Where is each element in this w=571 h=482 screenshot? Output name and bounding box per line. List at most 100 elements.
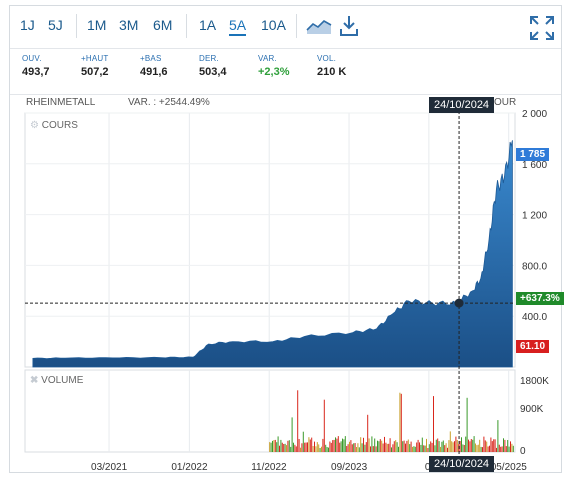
volume-panel-label: ✖ VOLUME xyxy=(30,375,83,386)
volume-bar xyxy=(427,448,429,452)
price-area-series xyxy=(32,140,513,368)
volume-bar xyxy=(406,440,408,452)
volume-bar xyxy=(280,439,282,452)
volume-bar xyxy=(486,441,488,452)
volume-bar xyxy=(452,442,454,452)
volume-bar xyxy=(322,438,324,452)
cours-panel-label: ⚙ COURS xyxy=(30,120,78,131)
fullscreen-icon[interactable] xyxy=(530,16,554,40)
volume-bar xyxy=(459,441,461,452)
stat-value: 493,7 xyxy=(22,66,50,78)
crosshair-point xyxy=(454,298,464,308)
low-price-tag: 61.10 xyxy=(516,340,550,353)
volume-bar xyxy=(307,442,308,452)
stat-value: +2,3% xyxy=(258,66,290,78)
volume-bar xyxy=(424,445,426,452)
period-1m-button[interactable]: 1M xyxy=(87,17,107,33)
volume-bar xyxy=(326,447,328,452)
volume-bar xyxy=(496,447,497,452)
volume-bar xyxy=(364,444,366,452)
volume-bar xyxy=(351,444,353,452)
volume-bar xyxy=(361,443,363,452)
volume-bar xyxy=(350,440,352,452)
volume-bar xyxy=(316,442,318,452)
chart-widget: 1J 5J 1M 3M 6M 1A 5A 10A OUV. 493,7 +HAU… xyxy=(9,5,564,474)
volume-tick-label: 1800K xyxy=(520,376,549,387)
volume-bar xyxy=(410,441,412,452)
volume-bar xyxy=(375,446,377,452)
period-10a-button[interactable]: 10A xyxy=(261,17,286,33)
volume-bar xyxy=(455,436,457,452)
volume-bar xyxy=(463,445,465,452)
volume-bar xyxy=(508,446,510,452)
price-tick-label: 800.0 xyxy=(522,261,547,272)
volume-bar xyxy=(472,439,474,452)
volume-bar xyxy=(469,441,471,452)
period-6m-button[interactable]: 6M xyxy=(153,17,173,33)
volume-bar xyxy=(301,443,303,452)
volume-bar xyxy=(510,441,511,453)
volume-bar xyxy=(305,442,307,452)
chart-area[interactable]: RHEINMETALL VAR. : +2544.49% OUR 2 000 1 … xyxy=(10,94,564,474)
stat-var: VAR. +2,3% xyxy=(258,54,290,78)
volume-bar xyxy=(315,446,317,452)
volume-bar xyxy=(344,436,346,452)
volume-bar xyxy=(293,442,294,452)
period-5j-button[interactable]: 5J xyxy=(48,17,63,33)
volume-bar xyxy=(494,439,496,452)
volume-bar xyxy=(358,447,360,452)
volume-bar xyxy=(374,438,376,452)
volume-bar xyxy=(477,444,479,452)
volume-bar xyxy=(346,446,348,452)
volume-bar xyxy=(297,390,299,452)
volume-bar xyxy=(398,446,399,452)
volume-bar xyxy=(385,442,387,452)
stat-last: DER. 503,4 xyxy=(199,54,227,78)
bottom-crosshair-date-tag: 24/10/2024 xyxy=(429,456,495,472)
volume-bar xyxy=(440,446,441,452)
close-icon[interactable]: ✖ xyxy=(30,375,39,386)
volume-bar xyxy=(461,437,462,452)
volume-bar xyxy=(482,447,483,452)
price-tick-label: 1 600 xyxy=(522,160,547,171)
x-tick-label: 09/2023 xyxy=(331,462,368,473)
price-tick-label: 1 200 xyxy=(522,211,547,222)
volume-bar xyxy=(300,447,301,452)
volume-bar xyxy=(367,414,369,452)
volume-bar xyxy=(287,440,289,452)
volume-bar xyxy=(274,439,276,452)
volume-bar xyxy=(475,443,476,452)
volume-bar xyxy=(277,436,279,452)
stat-high: +HAUT 507,2 xyxy=(81,54,109,78)
volume-bar xyxy=(308,437,310,452)
cours-label: COURS xyxy=(41,120,78,131)
instrument-name: RHEINMETALL xyxy=(26,97,96,108)
period-3m-button[interactable]: 3M xyxy=(119,17,139,33)
volume-bar xyxy=(378,441,380,452)
volume-bar xyxy=(276,442,278,452)
volume-bar xyxy=(421,437,423,452)
period-1j-button[interactable]: 1J xyxy=(20,17,35,33)
volume-bar xyxy=(311,437,313,452)
volume-bar xyxy=(434,445,436,452)
period-5a-button[interactable]: 5A xyxy=(229,17,247,36)
period-1a-button[interactable]: 1A xyxy=(199,17,217,33)
stat-value: 507,2 xyxy=(81,66,109,78)
volume-bar xyxy=(479,439,481,452)
volume-bar xyxy=(405,443,406,452)
price-tick-label: 2 000 xyxy=(522,109,547,120)
volume-bar xyxy=(302,431,304,452)
download-icon[interactable] xyxy=(339,15,359,37)
chart-type-icon[interactable] xyxy=(306,17,332,35)
volume-bar xyxy=(407,439,409,452)
volume-bar xyxy=(491,441,493,452)
volume-bar xyxy=(396,442,398,452)
volume-bar xyxy=(371,436,373,452)
volume-bar xyxy=(449,431,451,452)
volume-bar xyxy=(354,443,356,452)
volume-bar xyxy=(314,441,315,452)
volume-bar xyxy=(503,438,504,452)
volume-bar xyxy=(363,437,364,452)
volume-bar xyxy=(281,442,283,452)
volume-bar xyxy=(451,441,453,452)
